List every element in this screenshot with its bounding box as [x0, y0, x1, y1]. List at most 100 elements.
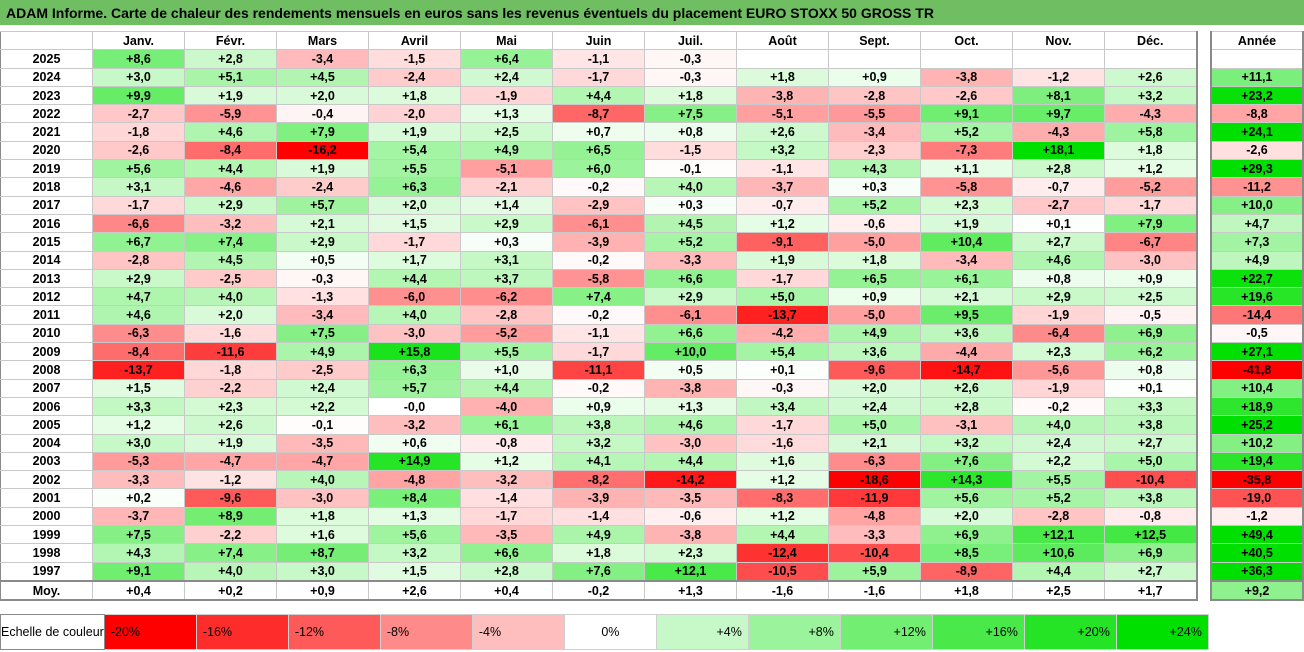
monthly-return-cell: -1,7 — [736, 415, 829, 435]
month-header: Juin — [552, 30, 645, 51]
monthly-return-cell: -8,4 — [92, 342, 185, 362]
monthly-return-cell: +1,2 — [92, 415, 185, 435]
monthly-return-cell: -5,8 — [920, 177, 1013, 197]
monthly-return-cell: -5,0 — [828, 232, 921, 252]
monthly-return-cell: -18,6 — [828, 470, 921, 490]
monthly-return-cell: -9,1 — [736, 232, 829, 252]
monthly-return-cell: +5,8 — [1104, 122, 1198, 142]
monthly-return-cell: -8,2 — [552, 470, 645, 490]
monthly-return-cell: +0,8 — [1104, 360, 1198, 380]
color-scale-swatch: -8% — [379, 614, 473, 650]
month-header: Janv. — [92, 30, 185, 51]
monthly-return-cell: -14,2 — [644, 470, 737, 490]
monthly-return-cell: +4,9 — [460, 140, 553, 161]
monthly-return-cell: -6,4 — [1012, 323, 1105, 344]
monthly-return-cell: -2,1 — [460, 177, 553, 197]
annual-return-cell: +19,6 — [1210, 287, 1304, 307]
monthly-return-cell: -3,4 — [276, 305, 369, 325]
monthly-return-cell: -2,6 — [92, 140, 185, 161]
average-return-cell: +0,4 — [92, 579, 185, 602]
monthly-return-cell: +3,8 — [552, 415, 645, 435]
monthly-return-cell: -6,1 — [552, 213, 645, 234]
annual-return-cell: +40,5 — [1210, 543, 1304, 563]
year-label: 2010 — [0, 323, 93, 344]
monthly-return-cell: +4,4 — [184, 159, 277, 179]
monthly-return-cell: +4,4 — [644, 451, 737, 472]
average-return-cell: +1,7 — [1104, 579, 1198, 602]
monthly-return-cell: -0,0 — [368, 396, 461, 417]
monthly-return-cell: +3,0 — [92, 433, 185, 453]
monthly-return-cell: +15,8 — [368, 342, 461, 362]
monthly-return-cell: -3,5 — [460, 525, 553, 545]
monthly-return-cell: +5,2 — [644, 232, 737, 252]
year-row: 2013 +2,9 -2,5 -0,3 +4,4 +3,7 -5,8 +6,6 -1,7 +6,5… — [0, 268, 1198, 289]
monthly-return-cell: -0,1 — [644, 159, 737, 179]
monthly-return-cell: +4,0 — [184, 561, 277, 582]
monthly-return-cell: -4,6 — [184, 177, 277, 197]
annual-return-cell: +18,9 — [1210, 396, 1304, 417]
monthly-return-cell: +2,4 — [276, 378, 369, 398]
monthly-return-cell: -2,4 — [368, 67, 461, 87]
monthly-return-cell: +7,6 — [920, 451, 1013, 472]
monthly-return-cell: +0,1 — [1012, 213, 1105, 234]
monthly-return-cell: +2,2 — [276, 396, 369, 417]
monthly-return-cell: -0,5 — [1104, 305, 1198, 325]
monthly-return-cell: +1,8 — [828, 250, 921, 270]
monthly-return-cell — [1104, 49, 1198, 69]
monthly-return-cell: -5,5 — [828, 104, 921, 124]
monthly-return-cell: +9,7 — [1012, 104, 1105, 124]
monthly-return-cell — [828, 49, 921, 69]
annual-return-cell: +11,1 — [1210, 67, 1304, 87]
monthly-return-cell: +3,2 — [1104, 85, 1198, 106]
year-label: 2013 — [0, 268, 93, 289]
monthly-return-cell: +0,1 — [736, 360, 829, 380]
monthly-return-cell: +0,9 — [1104, 268, 1198, 289]
year-label: 2016 — [0, 213, 93, 234]
monthly-return-cell: +1,2 — [736, 213, 829, 234]
monthly-return-cell: -0,2 — [552, 305, 645, 325]
monthly-return-cell: +4,6 — [184, 122, 277, 142]
monthly-return-cell: -1,8 — [184, 360, 277, 380]
monthly-return-cell: +1,2 — [736, 470, 829, 490]
monthly-return-cell: -11,6 — [184, 342, 277, 362]
year-label: 2011 — [0, 305, 93, 325]
annual-return-cell: +22,7 — [1210, 268, 1304, 289]
monthly-return-cell: -1,9 — [460, 85, 553, 106]
monthly-return-cell: -2,9 — [552, 195, 645, 215]
monthly-return-cell: -0,3 — [736, 378, 829, 398]
monthly-return-cell: +2,5 — [1104, 287, 1198, 307]
year-row: 2012 +4,7 +4,0 -1,3 -6,0 -6,2 +7,4 +2,9 +5,0 +0,9… — [0, 287, 1198, 307]
monthly-return-cell: +1,3 — [368, 506, 461, 527]
average-annual-cell: +9,2 — [1210, 579, 1304, 602]
monthly-return-cell: +7,5 — [276, 323, 369, 344]
monthly-return-cell: +6,6 — [460, 543, 553, 563]
monthly-return-cell: +5,5 — [368, 159, 461, 179]
monthly-return-cell: +4,6 — [92, 305, 185, 325]
monthly-return-cell: -2,5 — [184, 268, 277, 289]
year-row: 2015 +6,7 +7,4 +2,9 -1,7 +0,3 -3,9 +5,2 -9,1 -5,0… — [0, 232, 1198, 252]
monthly-return-cell: +4,4 — [368, 268, 461, 289]
annual-return-cell: -8,8 — [1210, 104, 1304, 124]
monthly-return-cell: -1,9 — [1012, 378, 1105, 398]
monthly-return-cell: +7,4 — [184, 232, 277, 252]
monthly-return-cell: -3,2 — [184, 213, 277, 234]
monthly-return-cell: +3,6 — [920, 323, 1013, 344]
monthly-return-cell: -2,8 — [460, 305, 553, 325]
monthly-return-cell: +5,1 — [184, 67, 277, 87]
year-label: 2008 — [0, 360, 93, 380]
monthly-return-cell: +2,8 — [460, 561, 553, 582]
monthly-return-cell: -2,8 — [92, 250, 185, 270]
annual-return-cell: +49,4 — [1210, 525, 1304, 545]
monthly-return-cell: +1,7 — [368, 250, 461, 270]
monthly-return-cell — [736, 49, 829, 69]
year-row: 2007 +1,5 -2,2 +2,4 +5,7 +4,4 -0,2 -3,8 -0,3 +2,0… — [0, 378, 1198, 398]
monthly-return-cell: +8,9 — [184, 506, 277, 527]
monthly-return-cell: -1,7 — [552, 67, 645, 87]
monthly-return-cell: -0,8 — [1104, 506, 1198, 527]
annual-return-cell: +7,3 — [1210, 232, 1304, 252]
monthly-return-cell: +7,6 — [552, 561, 645, 582]
month-header: Juil. — [644, 30, 737, 51]
monthly-return-cell: +5,4 — [736, 342, 829, 362]
monthly-return-cell: +8,6 — [92, 49, 185, 69]
monthly-return-cell: -8,4 — [184, 140, 277, 161]
